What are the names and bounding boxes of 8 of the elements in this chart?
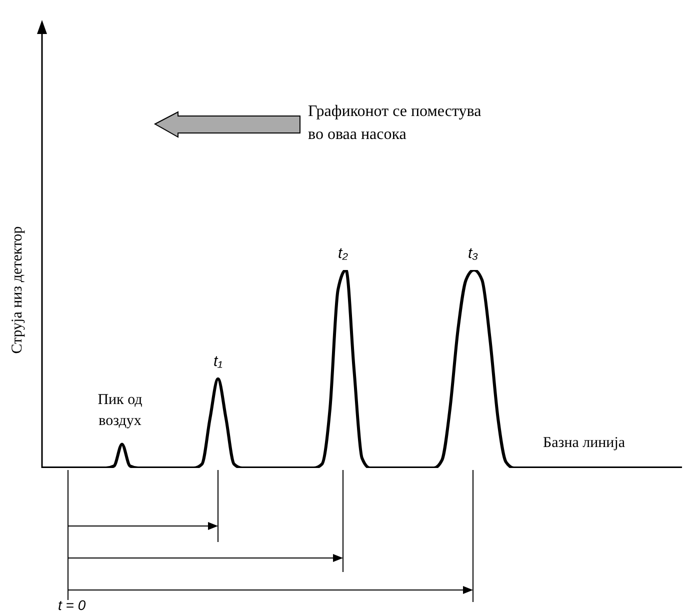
text: t₃ [468, 245, 478, 262]
text: t₂ [338, 245, 348, 262]
annotation: t₁ [214, 353, 223, 370]
text: Графиконот се поместува во оваа насока [308, 102, 482, 145]
text: t = 0 [58, 597, 86, 613]
annotation: Пик од воздух [96, 391, 144, 431]
annotation: Базна линија [543, 435, 626, 451]
y-axis-title: Струја низ детектор [9, 226, 26, 354]
